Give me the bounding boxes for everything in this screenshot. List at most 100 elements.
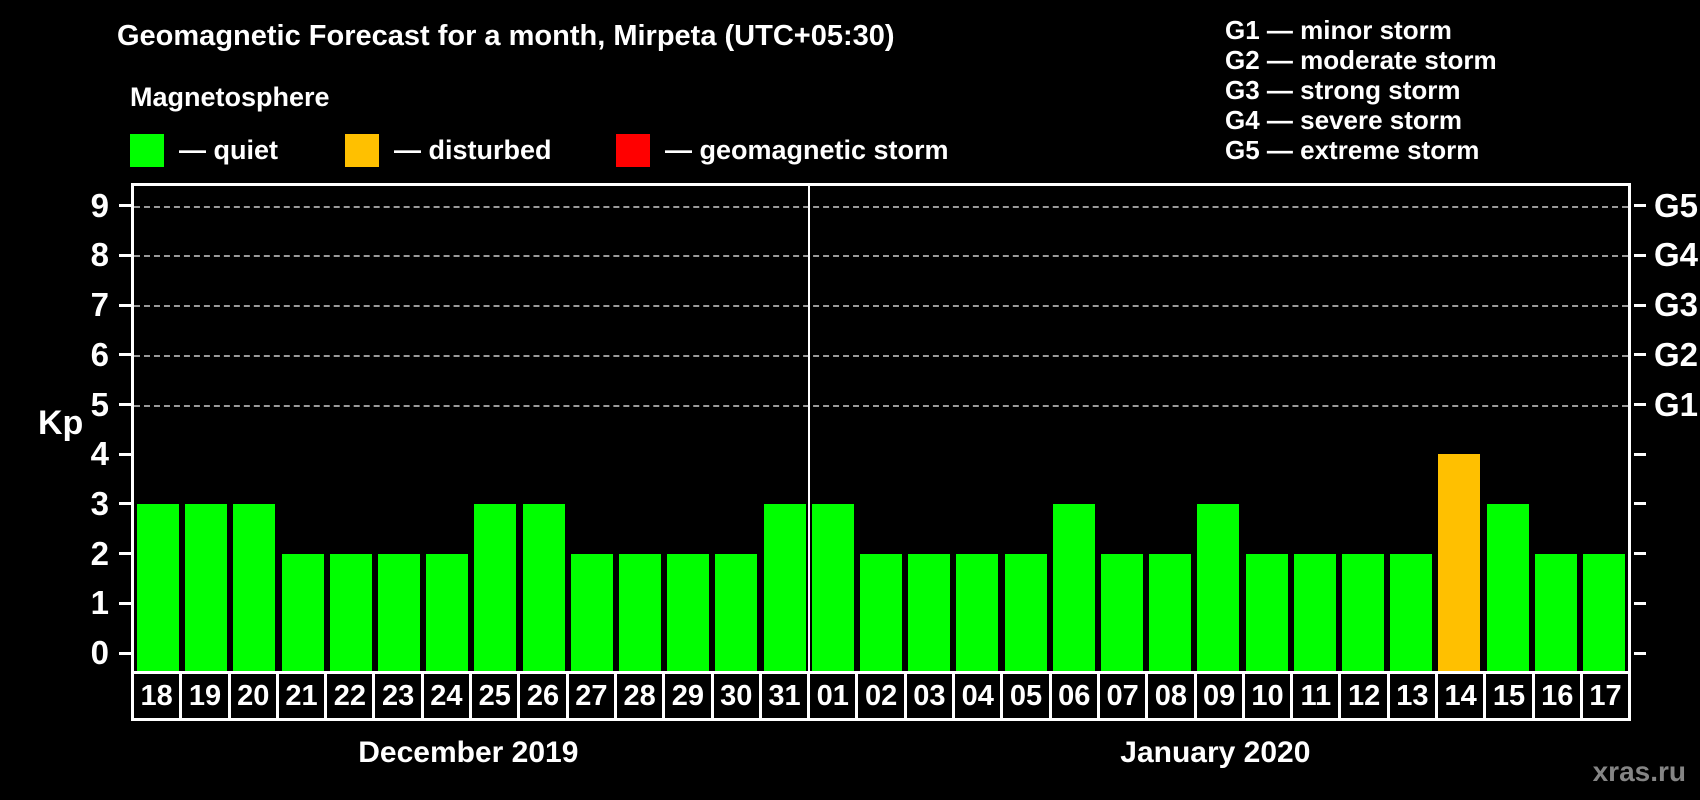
day-cell-15: 15 [1486,674,1535,718]
kp-bar-day-11 [1293,553,1336,671]
kp-bar-day-03 [908,553,951,671]
kp-bar-day-17 [1582,553,1625,671]
day-cell-03: 03 [906,674,956,718]
legend-item-disturbed: — disturbed [345,131,552,169]
y-tick-label-7: 7 [90,286,109,324]
storm-scale-g3: G3 — strong storm [1225,75,1461,105]
kp-bar-day-02 [860,553,902,671]
watermark: xras.ru [1592,756,1686,787]
month-label: December 2019 [358,736,579,769]
y-tick-label-3: 3 [90,484,109,522]
y-tick-right-8 [1634,253,1646,257]
kp-bar-day-14 [1438,454,1481,671]
day-cell-23: 23 [375,674,424,718]
page-title: Geomagnetic Forecast for a month, Mirpet… [117,20,895,52]
kp-bar-day-29 [667,553,710,671]
day-cell-27: 27 [568,674,617,718]
kp-bar-day-25 [474,503,517,671]
legend-label: — geomagnetic storm [665,134,949,165]
day-cell-18: 18 [134,674,183,718]
kp-bar-day-22 [329,553,372,671]
y-tick-right-6 [1634,353,1646,357]
kp-bar-day-12 [1341,553,1384,671]
y-tick-right-3 [1634,502,1646,506]
y-tick-label-9: 9 [90,186,109,224]
gridline-kp-9 [134,205,1628,208]
y-tick-right-0 [1634,651,1646,655]
g-scale-label-g5: G5 [1654,186,1699,224]
kp-bar-day-01 [811,503,854,671]
storm-scale-g1: G1 — minor storm [1225,15,1452,45]
kp-bar-day-18 [137,503,180,671]
y-tick-label-1: 1 [90,584,109,622]
kp-bar-day-06 [1052,503,1095,671]
kp-bar-day-09 [1197,503,1240,671]
day-cell-06: 06 [1051,674,1100,718]
legend-swatch [130,133,164,167]
kp-bar-day-08 [1149,553,1192,671]
plot-area [131,183,1631,674]
g-scale-label-g2: G2 [1654,335,1699,373]
chart-subtitle: Magnetosphere [130,82,330,112]
day-cell-30: 30 [713,674,762,718]
day-cell-22: 22 [327,674,376,718]
kp-bar-day-05 [1004,553,1047,671]
day-cell-20: 20 [230,674,279,718]
day-cell-21: 21 [278,674,328,718]
kp-bar-day-30 [715,553,758,671]
day-cell-11: 11 [1293,674,1342,718]
gridline-kp-7 [134,305,1628,308]
day-cell-01: 01 [810,674,859,718]
y-tick-label-8: 8 [90,236,109,274]
y-tick-left-7 [119,303,131,307]
y-tick-right-1 [1634,601,1646,605]
storm-scale-g4: G4 — severe storm [1225,105,1463,135]
kp-bar-day-21 [281,553,324,671]
gridline-kp-5 [134,404,1628,407]
y-tick-left-8 [119,253,131,257]
kp-bar-day-26 [522,503,565,671]
y-tick-label-5: 5 [90,385,109,423]
y-tick-left-0 [119,651,131,655]
kp-bar-day-23 [378,553,421,671]
legend-label: — quiet [179,134,278,165]
y-tick-left-3 [119,502,131,506]
day-cell-02: 02 [858,674,907,718]
kp-bar-day-31 [763,503,806,671]
legend-swatch [345,133,379,167]
day-cell-05: 05 [1003,674,1052,718]
kp-bar-day-15 [1486,503,1529,671]
kp-bar-day-19 [185,503,228,671]
y-tick-left-5 [119,403,131,406]
day-cell-14: 14 [1438,674,1487,718]
gridline-kp-6 [134,354,1628,357]
y-tick-left-1 [119,601,131,605]
y-tick-left-6 [119,353,131,357]
y-tick-left-2 [119,552,131,556]
day-cell-17: 17 [1582,674,1629,718]
y-tick-right-9 [1634,204,1646,208]
y-tick-label-2: 2 [90,534,109,572]
day-cell-26: 26 [520,674,569,718]
y-axis-right: G1 G2 G3 G4 G5 [1631,186,1700,671]
y-tick-left-9 [119,204,131,208]
y-axis-title: Kp [38,404,84,442]
day-cell-09: 09 [1196,674,1245,718]
y-tick-left-4 [119,452,131,456]
legend-item-quiet: — quiet [130,131,278,169]
legend-item-storm: — geomagnetic storm [616,131,949,169]
kp-bar-day-20 [233,503,276,671]
storm-scale-legend: G1 — minor storm G2 — moderate storm G3 … [1225,15,1497,165]
day-cell-28: 28 [616,674,666,718]
day-cell-24: 24 [423,674,473,718]
day-cell-31: 31 [761,674,811,718]
g-scale-label-g4: G4 [1654,236,1699,274]
y-tick-right-7 [1634,303,1646,307]
month-separator-line [807,186,810,671]
storm-scale-g2: G2 — moderate storm [1225,45,1497,75]
day-cell-13: 13 [1389,674,1439,718]
kp-bar-day-13 [1390,553,1433,671]
day-cell-25: 25 [472,674,521,718]
x-axis-day-row: 18 19 20 21 22 23 24 25 26 27 28 29 30 31 01 02 03 04 05 06… [131,671,1631,721]
